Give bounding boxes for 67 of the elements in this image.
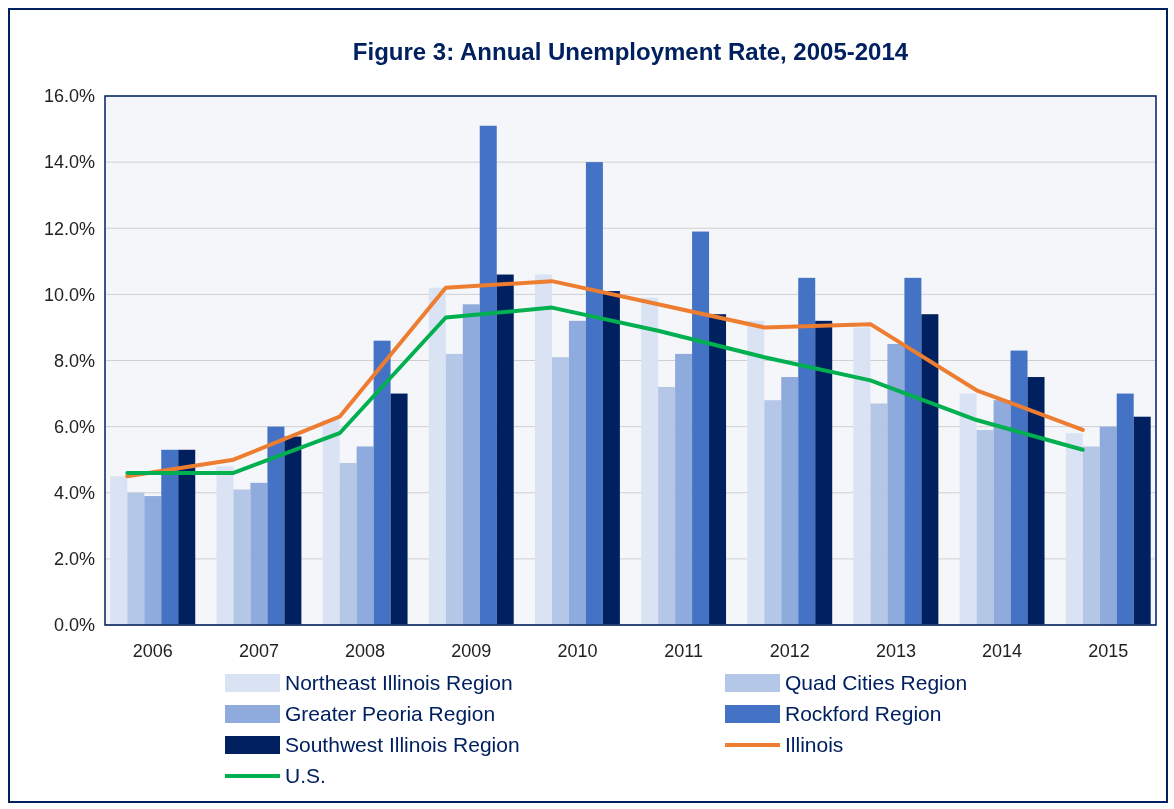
x-tick-label: 2007 — [238, 641, 279, 661]
bar — [250, 482, 268, 625]
x-tick-label: 2010 — [557, 641, 598, 661]
bar — [853, 327, 871, 625]
bar — [110, 476, 128, 625]
bar — [887, 343, 905, 625]
legend-label: Illinois — [785, 733, 844, 757]
bar — [658, 386, 676, 625]
bar — [127, 492, 145, 625]
bar — [161, 449, 179, 625]
x-tick-label: 2013 — [875, 641, 916, 661]
bar — [233, 489, 251, 625]
legend-label: Southwest Illinois Region — [285, 733, 520, 757]
bar — [462, 304, 480, 625]
bar — [428, 287, 446, 625]
bar — [959, 393, 977, 625]
bar — [216, 466, 234, 625]
x-tick-label: 2006 — [132, 641, 173, 661]
bar — [339, 462, 357, 625]
bar — [641, 297, 659, 625]
bar — [904, 277, 922, 625]
x-tick-label: 2008 — [345, 641, 386, 661]
bar — [747, 320, 765, 625]
bar — [1116, 393, 1134, 625]
bar — [764, 400, 782, 625]
legend-label: U.S. — [285, 764, 326, 788]
bar — [993, 400, 1011, 625]
bar — [585, 162, 603, 625]
bar — [675, 353, 693, 625]
bar — [870, 403, 888, 625]
legend-label: Quad Cities Region — [785, 671, 968, 695]
bar — [1099, 426, 1117, 625]
bar — [373, 340, 391, 625]
y-tick-label: 6.0% — [53, 416, 95, 437]
bar — [445, 353, 463, 625]
bar — [798, 277, 816, 625]
y-tick-label: 4.0% — [53, 483, 95, 504]
legend-label: Northeast Illinois Region — [285, 671, 513, 695]
bar — [976, 429, 994, 625]
bar — [1065, 433, 1083, 625]
y-tick-label: 12.0% — [43, 218, 95, 239]
bar — [356, 446, 374, 625]
bar — [781, 377, 799, 625]
bar — [479, 125, 497, 625]
x-tick-label: 2015 — [1088, 641, 1129, 661]
x-tick-label: 2009 — [451, 641, 492, 661]
y-tick-label: 0.0% — [53, 615, 95, 636]
chart-title: Figure 3: Annual Unemployment Rate, 2005-2014 — [352, 38, 909, 65]
bar — [551, 357, 569, 625]
bar — [1010, 350, 1028, 625]
bar — [692, 231, 710, 625]
bar — [1082, 446, 1100, 625]
bar — [322, 420, 340, 625]
y-tick-label: 8.0% — [53, 350, 95, 371]
x-tick-label: 2014 — [982, 641, 1023, 661]
y-tick-label: 16.0% — [43, 86, 95, 107]
bar — [144, 496, 162, 625]
bar — [534, 274, 552, 625]
y-tick-label: 14.0% — [43, 152, 95, 173]
y-tick-label: 10.0% — [43, 284, 95, 305]
x-tick-label: 2012 — [769, 641, 810, 661]
legend-label: Greater Peoria Region — [285, 702, 496, 726]
bar — [267, 426, 285, 625]
bar — [568, 320, 586, 625]
legend-label: Rockford Region — [785, 702, 942, 726]
y-tick-label: 2.0% — [53, 549, 95, 570]
x-tick-label: 2011 — [664, 641, 703, 661]
